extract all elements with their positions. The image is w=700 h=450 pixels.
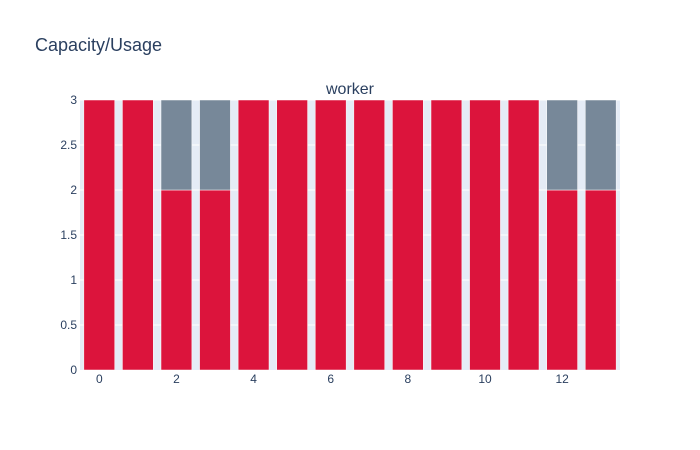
bar-series-0-1[interactable] bbox=[122, 99, 154, 371]
y-tick-label: 1.5 bbox=[60, 228, 77, 242]
bar-series-1-2[interactable] bbox=[160, 99, 193, 191]
x-tick-label: 0 bbox=[96, 372, 103, 386]
y-axis: 0 0.5 1 1.5 2 2.5 3 bbox=[60, 93, 77, 377]
bar-series-0-6[interactable] bbox=[315, 99, 347, 371]
x-tick-label: 2 bbox=[173, 372, 180, 386]
bar-series-1-12[interactable] bbox=[546, 99, 578, 191]
x-tick-label: 8 bbox=[405, 372, 412, 386]
x-tick-label: 10 bbox=[478, 372, 492, 386]
bar-series-0-11[interactable] bbox=[507, 99, 540, 371]
bar-series-0-10[interactable] bbox=[469, 99, 501, 371]
y-tick-label: 3 bbox=[70, 93, 77, 107]
bar-series-0-3[interactable] bbox=[199, 189, 231, 371]
x-tick-label: 12 bbox=[555, 372, 569, 386]
y-tick-label: 2.5 bbox=[60, 138, 77, 152]
bar-series-1-13[interactable] bbox=[585, 99, 617, 191]
bar-series-0-5[interactable] bbox=[276, 99, 308, 371]
bar-series-0-13[interactable] bbox=[585, 189, 617, 371]
chart-title: Capacity/Usage bbox=[35, 35, 162, 55]
y-tick-label: 2 bbox=[70, 183, 77, 197]
bars bbox=[83, 99, 617, 371]
x-tick-label: 6 bbox=[327, 372, 334, 386]
y-tick-label: 0 bbox=[70, 363, 77, 377]
bar-series-0-4[interactable] bbox=[237, 99, 270, 371]
bar-series-0-8[interactable] bbox=[392, 99, 424, 371]
bar-series-1-3[interactable] bbox=[199, 99, 231, 191]
x-tick-label: 4 bbox=[250, 372, 257, 386]
bar-series-0-2[interactable] bbox=[160, 189, 193, 371]
bar-series-0-9[interactable] bbox=[430, 99, 463, 371]
x-axis: 0 2 4 6 8 10 12 bbox=[96, 372, 569, 386]
bar-series-0-7[interactable] bbox=[353, 99, 385, 371]
y-tick-label: 0.5 bbox=[60, 318, 77, 332]
chart-subtitle: worker bbox=[325, 81, 375, 98]
bar-series-0-12[interactable] bbox=[546, 189, 578, 371]
bar-series-0-0[interactable] bbox=[83, 99, 115, 371]
y-tick-label: 1 bbox=[70, 273, 77, 287]
